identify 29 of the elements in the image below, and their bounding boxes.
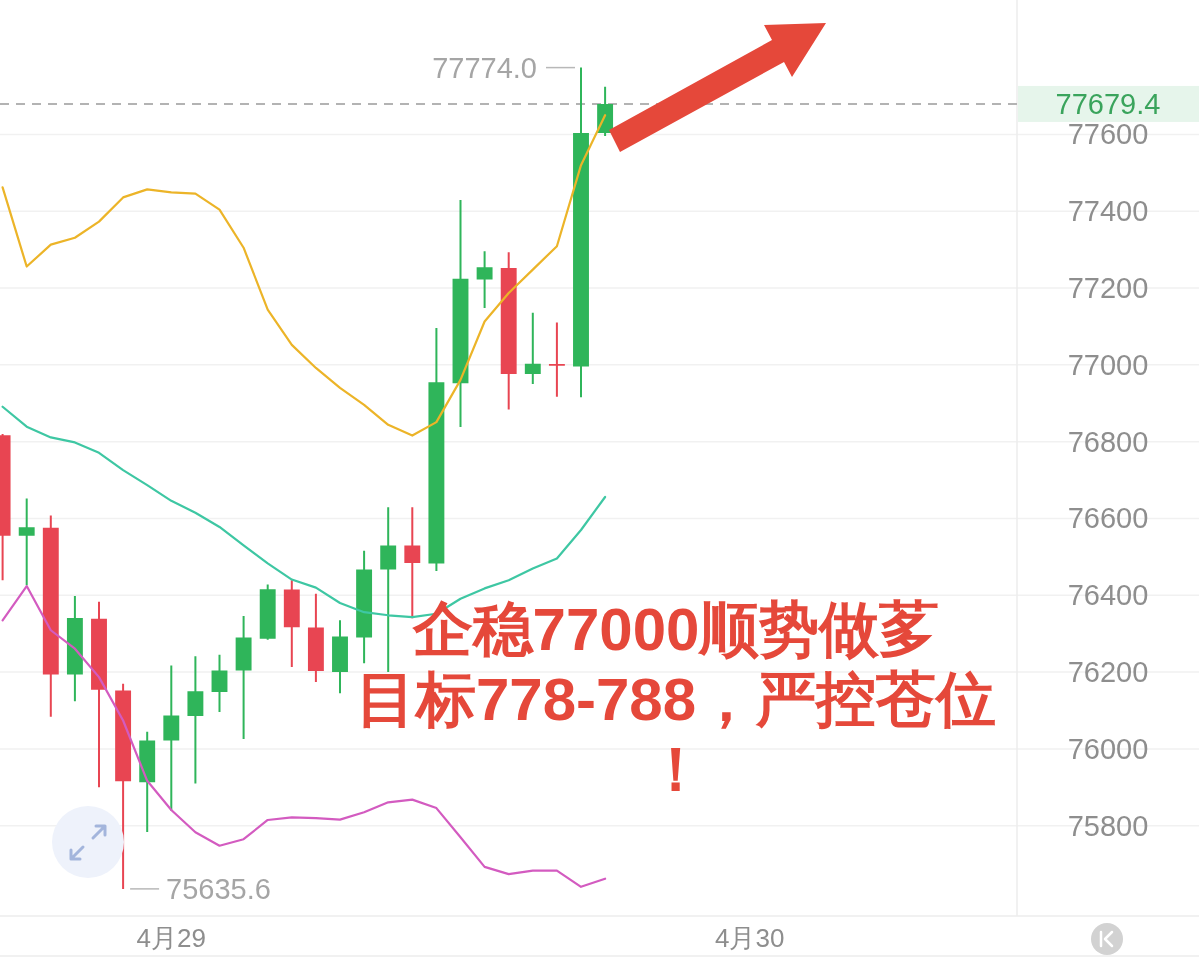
x-tick-label: 4月29 <box>136 923 206 953</box>
annotation: 目标778-788，严控苍位！ <box>355 665 997 803</box>
y-tick-label: 75800 <box>1067 809 1149 842</box>
y-tick-label: 77200 <box>1067 272 1149 305</box>
candlestick <box>259 584 276 640</box>
line-series <box>1 114 607 437</box>
annotation: 企稳77000顺势做茤 <box>411 595 940 663</box>
y-tick-label: 77600 <box>1067 118 1149 151</box>
x-tick-label: 4月30 <box>715 923 785 953</box>
y-tick-label: 76400 <box>1067 579 1149 612</box>
candlestick <box>235 616 252 739</box>
candlestick <box>380 507 397 673</box>
candlestick <box>524 312 541 385</box>
candlestick <box>332 620 348 694</box>
y-tick-label: 76200 <box>1067 656 1149 689</box>
ref-line-label: 77679.4 <box>1055 87 1161 120</box>
annotation: 77774.0 <box>432 51 537 84</box>
candlestick <box>476 251 493 309</box>
y-tick-label: 76800 <box>1067 425 1149 458</box>
candlestick <box>163 665 180 811</box>
candlestick <box>18 498 35 586</box>
annotation: 75635.6 <box>166 872 271 905</box>
candlestick <box>307 593 324 683</box>
y-tick-label: 77400 <box>1067 195 1149 228</box>
y-tick-label: 76600 <box>1067 502 1149 535</box>
candlestick <box>548 322 565 397</box>
y-tick-label: 77000 <box>1067 348 1149 381</box>
y-tick-label: 76000 <box>1067 732 1149 765</box>
candlestick <box>187 656 204 784</box>
